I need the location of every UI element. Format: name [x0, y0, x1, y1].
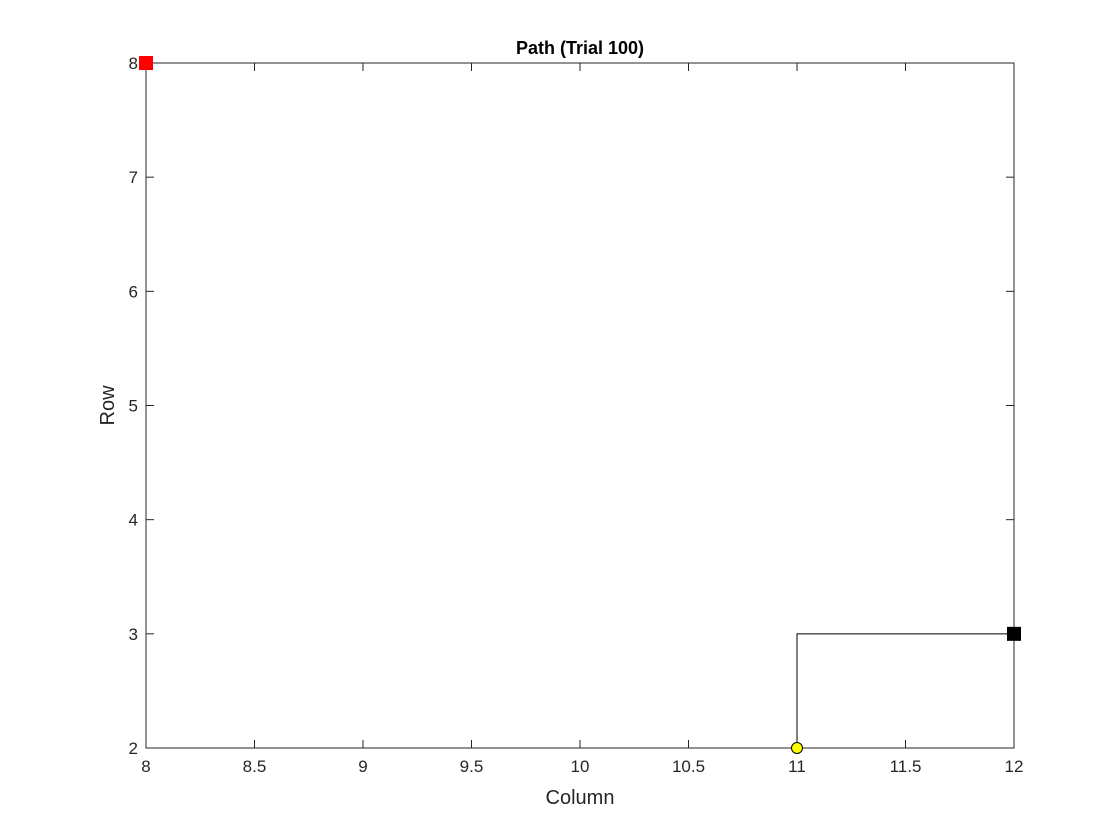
circle-marker-2 [791, 742, 803, 754]
y-tick-label: 6 [129, 282, 138, 301]
series-layer [796, 633, 1014, 748]
path-line [796, 633, 1014, 748]
x-tick-label: 8 [141, 757, 150, 776]
y-tick-label: 3 [129, 625, 138, 644]
x-tick-label: 10 [571, 757, 590, 776]
ticks-layer: 8 8.5 9 9.5 10 10.5 11 11.5 12 2 3 4 5 6 7 8 [129, 54, 1024, 776]
y-tick-label: 4 [129, 511, 138, 530]
y-tick-label: 8 [129, 54, 138, 73]
axes-box [145, 62, 1015, 749]
chart-title: Path (Trial 100) [516, 38, 644, 58]
x-tick-label: 11.5 [890, 757, 922, 776]
x-tick-label: 9 [358, 757, 367, 776]
y-tick-label: 7 [129, 168, 138, 187]
y-tick-label: 2 [129, 739, 138, 758]
x-tick-label: 8.5 [243, 757, 267, 776]
x-tick-label: 9.5 [460, 757, 484, 776]
plot-area [146, 63, 1014, 748]
x-tick-label: 10.5 [672, 757, 705, 776]
x-tick-label: 11 [788, 757, 806, 776]
y-tick-label: 5 [129, 397, 138, 416]
y-axis-label: Row [97, 385, 119, 426]
x-tick-label: 12 [1005, 757, 1024, 776]
square-marker-1 [1007, 626, 1021, 641]
x-axis-label: Column [546, 787, 615, 809]
markers-layer [139, 56, 1021, 754]
square-marker-0 [139, 56, 153, 70]
